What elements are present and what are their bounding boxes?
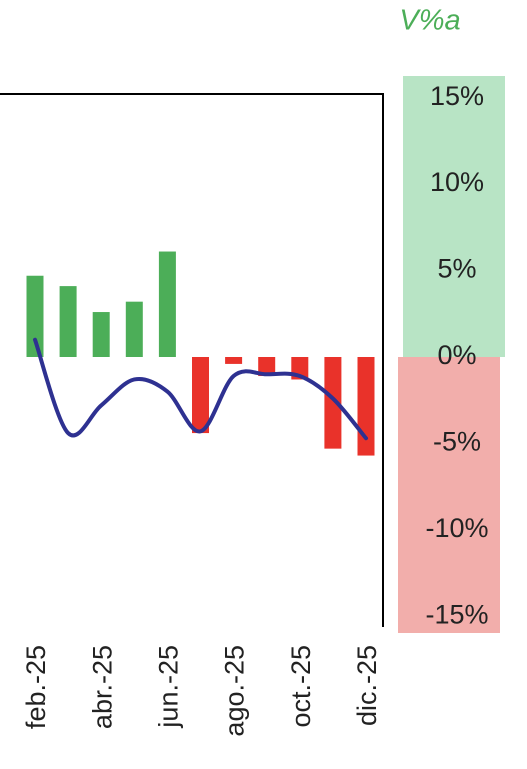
x-tick-label: abr.-25 bbox=[87, 645, 117, 729]
x-tick-label: dic.-25 bbox=[352, 645, 382, 726]
line bbox=[33, 337, 368, 441]
bar bbox=[26, 275, 44, 357]
bar bbox=[192, 357, 209, 434]
x-tick-label: feb.-25 bbox=[21, 645, 51, 729]
chart-title: V%a bbox=[399, 5, 460, 37]
y-tick-label: 15% bbox=[430, 81, 484, 111]
bar bbox=[324, 357, 342, 449]
x-tick-label: ago.-25 bbox=[220, 645, 250, 737]
y-tick-label: -10% bbox=[425, 513, 488, 543]
bar bbox=[158, 251, 176, 357]
bar bbox=[258, 357, 276, 377]
y-tick-label: 10% bbox=[430, 167, 484, 197]
y-tick-label: -5% bbox=[433, 427, 481, 457]
y-tick-label: -15% bbox=[425, 599, 488, 629]
x-tick-label: oct.-25 bbox=[286, 645, 316, 728]
y-tick-label: 5% bbox=[437, 254, 476, 284]
positive-band bbox=[403, 76, 505, 357]
y-tick-label: 0% bbox=[437, 340, 476, 370]
bar bbox=[59, 286, 77, 357]
negative-band bbox=[398, 357, 500, 633]
bar bbox=[357, 357, 375, 456]
bar bbox=[225, 357, 243, 364]
x-tick-label: jun.-25 bbox=[154, 645, 184, 729]
plot-frame bbox=[0, 93, 384, 627]
bar bbox=[125, 301, 143, 357]
bar bbox=[92, 312, 110, 357]
